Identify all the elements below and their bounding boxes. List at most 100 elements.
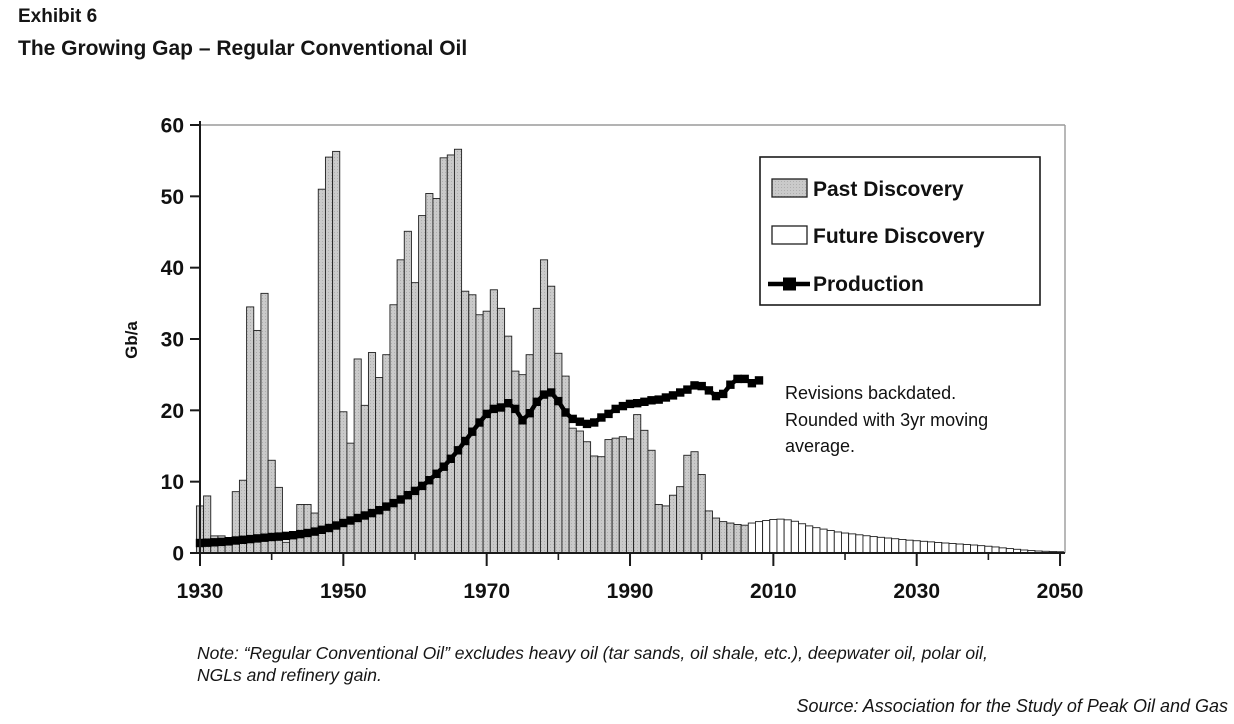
bar-future-2033	[934, 541, 943, 554]
bar-future-2020	[841, 532, 850, 554]
y-tick-label-60: 60	[161, 115, 184, 138]
bar-past-1955	[375, 377, 384, 554]
y-axis-title: Gb/a	[122, 321, 141, 359]
bar-past-1960	[410, 282, 420, 554]
production-marker-2003	[719, 389, 728, 399]
bar-past-1968	[468, 294, 477, 554]
legend-label-production: Production	[813, 273, 924, 296]
x-tick-label-2030: 2030	[893, 580, 940, 603]
bar-past-2005	[733, 524, 742, 554]
production-marker-1995	[661, 393, 671, 402]
production-marker-1940	[267, 532, 276, 542]
bar-past-1964	[439, 157, 448, 554]
x-tick-label-2050: 2050	[1037, 580, 1084, 603]
x-tick-label-1930: 1930	[177, 580, 224, 603]
production-marker-1992	[640, 397, 649, 406]
future-discovery-bars	[747, 518, 1065, 554]
bar-past-1993	[647, 449, 656, 554]
bar-past-1962	[425, 193, 434, 554]
note-line-1: Note: “Regular Conventional Oil” exclude…	[197, 643, 988, 663]
production-marker-1951	[346, 516, 355, 525]
bar-past-1998	[683, 454, 692, 554]
production-marker-1972	[496, 403, 506, 412]
bar-past-1942	[281, 541, 291, 554]
past-discovery-bars	[195, 148, 749, 554]
annotation-line-1: Revisions backdated.	[785, 383, 956, 403]
bar-future-2030	[912, 540, 921, 554]
production-marker-1949	[332, 521, 341, 530]
production-marker-1969	[475, 418, 484, 427]
bar-past-1958	[396, 259, 405, 554]
legend-label-future-discovery: Future Discovery	[813, 225, 985, 248]
bar-past-1975	[518, 374, 527, 554]
legend-swatch-production-marker	[783, 277, 796, 291]
bar-past-1956	[382, 354, 391, 554]
production-marker-1966	[453, 446, 463, 455]
bar-future-2032	[927, 541, 936, 554]
production-marker-1980	[554, 396, 563, 406]
bar-past-2001	[704, 510, 713, 554]
production-marker-1968	[468, 427, 477, 436]
y-tick-label-0: 0	[172, 543, 184, 566]
bar-past-1952	[353, 358, 362, 554]
production-marker-1973	[504, 399, 513, 408]
x-tick-label-2010: 2010	[750, 580, 797, 603]
bar-past-1947	[317, 188, 326, 554]
bar-future-2011	[776, 518, 785, 554]
bar-future-2031	[919, 540, 928, 554]
bar-past-1939	[260, 292, 269, 554]
production-marker-1959	[403, 491, 412, 500]
production-marker-1956	[382, 502, 391, 511]
production-marker-1991	[633, 399, 642, 408]
production-marker-2001	[704, 386, 714, 395]
bar-past-1979	[547, 285, 556, 554]
bar-past-1991	[633, 414, 642, 554]
production-marker-1983	[575, 417, 585, 426]
bar-future-2040	[984, 545, 993, 554]
production-marker-1953	[360, 511, 369, 520]
bar-past-1934	[224, 544, 233, 554]
x-tick-label-1950: 1950	[320, 580, 367, 603]
annotation: Revisions backdated. Rounded with 3yr mo…	[785, 383, 988, 456]
legend-swatch-future-discovery	[771, 225, 808, 245]
bar-future-2022	[855, 534, 864, 554]
production-marker-1982	[568, 414, 577, 424]
production-marker-1960	[410, 486, 420, 496]
bar-past-1949	[332, 150, 341, 554]
production-marker-1943	[289, 531, 298, 540]
production-marker-1965	[446, 454, 455, 463]
production-marker-1974	[511, 404, 520, 414]
production-marker-1988	[611, 404, 620, 414]
bar-future-2008	[755, 521, 764, 554]
y-tick-label-10: 10	[161, 471, 184, 494]
bar-past-1970	[482, 310, 491, 554]
bar-past-1988	[611, 437, 620, 554]
production-marker-1976	[525, 409, 534, 418]
bar-future-2018	[826, 530, 835, 554]
production-marker-1967	[461, 436, 470, 446]
bar-past-1943	[289, 536, 298, 554]
bar-future-2019	[833, 531, 842, 554]
bar-past-1965	[446, 154, 455, 554]
production-marker-2008	[754, 376, 764, 385]
bar-past-1953	[360, 404, 369, 554]
bar-future-2010	[769, 519, 778, 554]
bar-past-1938	[253, 329, 262, 554]
bar-future-2007	[747, 522, 756, 554]
bar-future-2036	[955, 543, 964, 554]
production-marker-1986	[597, 413, 606, 422]
production-marker-2002	[711, 391, 721, 401]
production-marker-1971	[489, 404, 498, 414]
production-line	[195, 374, 764, 548]
note: Note: “Regular Conventional Oil” exclude…	[197, 642, 1077, 686]
bar-past-1986	[597, 456, 606, 554]
production-marker-1978	[539, 390, 549, 399]
production-marker-1984	[582, 419, 592, 429]
production-marker-1993	[647, 396, 656, 405]
bar-past-1950	[339, 411, 348, 554]
bar-future-2021	[848, 533, 857, 554]
bar-future-2025	[876, 536, 885, 554]
